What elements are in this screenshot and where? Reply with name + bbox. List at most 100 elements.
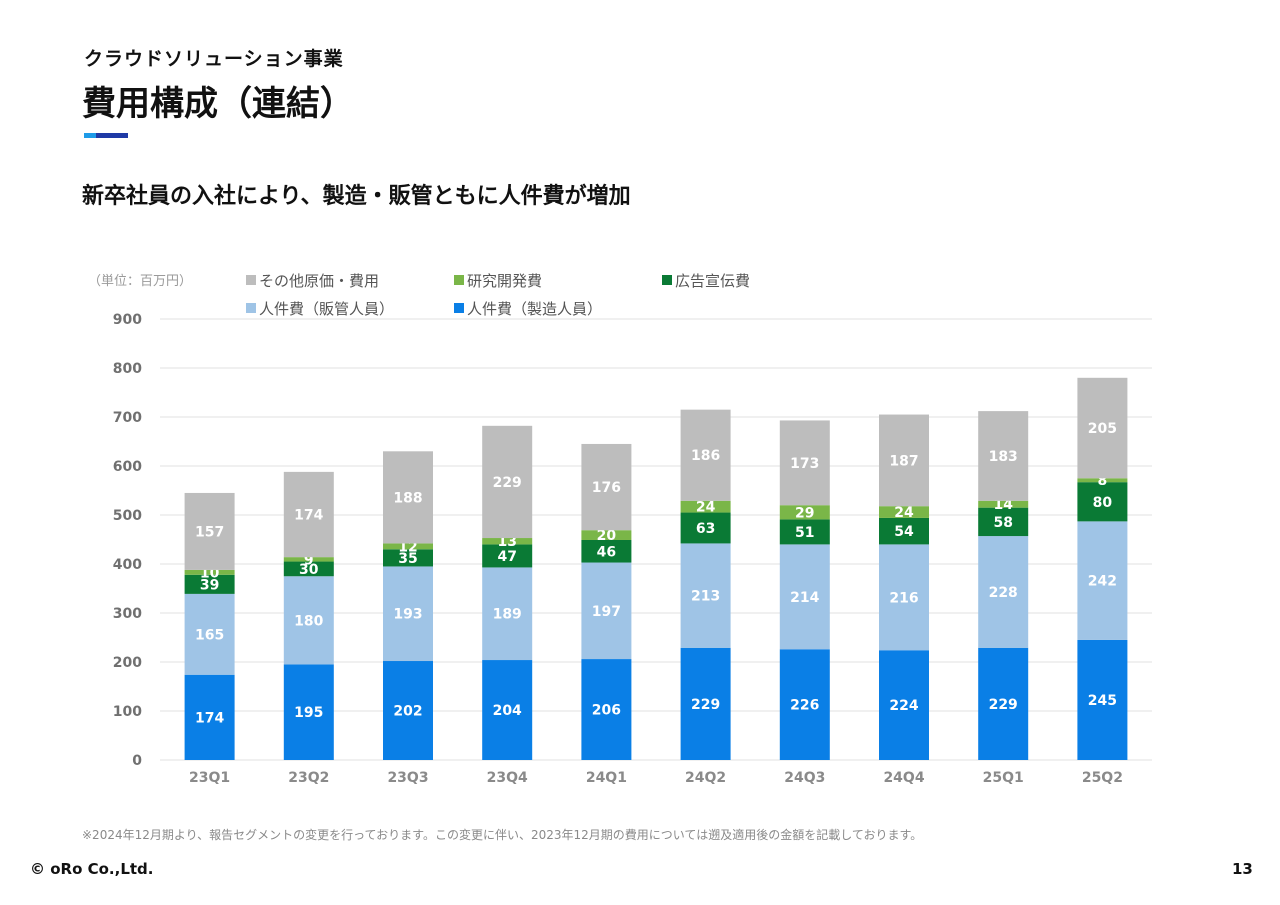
data-label: 35	[398, 551, 417, 567]
bar-segment	[482, 660, 533, 760]
data-label: 63	[696, 521, 715, 537]
bar-segment	[482, 425, 533, 539]
data-label: 173	[790, 456, 819, 472]
data-label: 39	[200, 577, 219, 593]
legend-label-ads: 広告宣伝費	[675, 272, 751, 290]
bar-segment	[184, 674, 235, 760]
data-label: 186	[691, 448, 720, 464]
bar-segment	[779, 649, 830, 760]
y-tick-label: 600	[113, 459, 142, 475]
bar-segment	[283, 561, 334, 577]
bar-segment	[581, 443, 632, 531]
data-label: 8	[1098, 473, 1108, 489]
bar-segment	[978, 647, 1029, 760]
bar-segment	[383, 543, 433, 550]
bar-segment	[184, 492, 235, 570]
data-label: 24	[894, 505, 914, 521]
bar-segment	[482, 567, 533, 661]
legend-swatch-ads	[662, 275, 672, 285]
y-tick-label: 900	[113, 312, 142, 328]
legend-item-rnd: 研究開発費	[454, 270, 542, 291]
page-title: 費用構成（連結）	[82, 84, 354, 124]
bar-segment	[283, 576, 334, 665]
legend-swatch-other	[246, 275, 256, 285]
bar-segment	[383, 566, 433, 662]
x-tick-label: 25Q2	[1082, 770, 1123, 786]
data-label: 226	[790, 698, 819, 714]
data-label: 176	[592, 480, 621, 496]
data-label: 229	[989, 697, 1018, 713]
data-label: 242	[1088, 574, 1117, 590]
bar-segment	[879, 544, 929, 651]
y-tick-label: 300	[113, 606, 142, 622]
data-label: 174	[195, 710, 224, 726]
legend-swatch-mfg-staff	[454, 303, 464, 313]
bar-segment	[482, 544, 533, 568]
bar-segment	[1077, 377, 1128, 479]
legend-item-ads: 広告宣伝費	[662, 270, 750, 291]
data-label: 14	[993, 497, 1013, 513]
company-logo: © oRo Co.,Ltd.	[30, 860, 154, 878]
bar-segment	[680, 543, 731, 648]
bar-segment	[581, 530, 632, 540]
headline: 新卒社員の入社により、製造・販管ともに人件費が増加	[82, 184, 631, 209]
bar-segment	[581, 659, 632, 760]
bar-segment	[978, 507, 1029, 537]
bar-segment	[581, 562, 632, 660]
footnote: ※2024年12月期より、報告セグメントの変更を行っております。この変更に伴い、…	[82, 828, 923, 842]
y-tick-label: 200	[113, 655, 142, 671]
y-tick-label: 0	[132, 753, 142, 769]
data-label: 193	[393, 607, 422, 623]
bar-segment	[383, 549, 433, 567]
data-label: 157	[195, 524, 224, 540]
data-label: 224	[889, 698, 918, 714]
bar-segment	[779, 544, 830, 650]
data-label: 80	[1093, 495, 1113, 511]
bar-segment	[680, 500, 731, 513]
data-label: 20	[597, 528, 617, 544]
data-label: 46	[597, 544, 616, 560]
data-label: 213	[691, 589, 720, 605]
bar-segment	[1077, 521, 1128, 640]
legend-label-other: その他原価・費用	[259, 272, 380, 290]
data-label: 206	[592, 703, 621, 719]
data-label: 189	[493, 607, 522, 623]
bar-segment	[283, 471, 334, 558]
bar-segment	[1077, 482, 1128, 522]
x-tick-label: 24Q2	[685, 770, 726, 786]
bar-segment	[184, 574, 235, 594]
x-tick-label: 24Q4	[883, 770, 924, 786]
legend-swatch-sga-staff	[246, 303, 256, 313]
data-label: 229	[691, 697, 720, 713]
x-tick-label: 23Q1	[189, 770, 230, 786]
unit-label: （単位：百万円）	[88, 274, 193, 289]
bar-segment	[1077, 478, 1128, 483]
legend-item-mfg-staff: 人件費（製造人員）	[454, 298, 602, 319]
title-accent-bar-light	[84, 133, 96, 138]
data-label: 245	[1088, 693, 1117, 709]
bar-segment	[680, 512, 731, 544]
data-label: 188	[393, 490, 422, 506]
data-label: 197	[592, 604, 621, 620]
data-label: 165	[195, 627, 224, 643]
legend-item-sga-staff: 人件費（販管人員）	[246, 298, 394, 319]
legend-label-mfg-staff: 人件費（製造人員）	[467, 300, 603, 318]
data-label: 195	[294, 705, 323, 721]
bar-segment	[184, 593, 235, 675]
bar-segment	[184, 569, 235, 575]
x-tick-label: 23Q4	[487, 770, 528, 786]
legend-swatch-rnd	[454, 275, 464, 285]
bar-segment	[283, 664, 334, 760]
x-tick-label: 23Q3	[387, 770, 428, 786]
data-label: 13	[497, 534, 516, 550]
data-label: 30	[299, 562, 319, 578]
legend-label-rnd: 研究開発費	[467, 272, 543, 290]
data-label: 187	[889, 453, 918, 469]
y-tick-label: 500	[113, 508, 142, 524]
bar-segment	[978, 500, 1029, 508]
section-title: クラウドソリューション事業	[84, 48, 344, 70]
x-tick-label: 24Q3	[784, 770, 825, 786]
bar-segment	[680, 647, 731, 760]
y-tick-label: 100	[113, 704, 142, 720]
bar-segment	[978, 536, 1029, 648]
